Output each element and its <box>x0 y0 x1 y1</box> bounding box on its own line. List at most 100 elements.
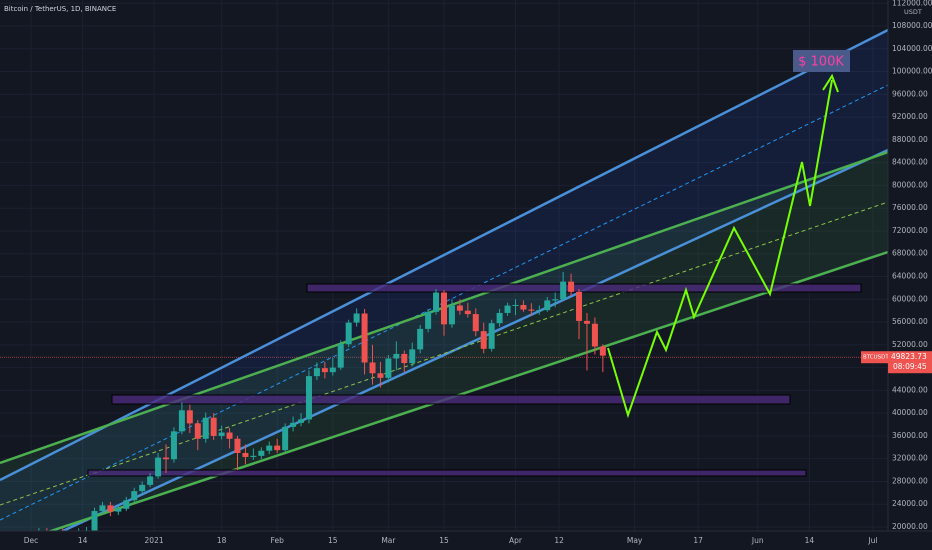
candle-body <box>361 313 368 363</box>
candle-body <box>194 423 201 439</box>
zone-rect <box>306 283 862 293</box>
x-tick-label: 17 <box>693 536 703 545</box>
projection: $ 100K <box>607 50 850 419</box>
annotation-box <box>793 50 850 72</box>
candle-body <box>99 505 106 512</box>
candle-body <box>305 376 312 420</box>
candle-body <box>290 422 297 427</box>
candle-body <box>520 304 527 310</box>
candle-body <box>242 452 249 457</box>
candle-body <box>210 417 217 436</box>
price-label: 49823.73 <box>891 352 927 361</box>
zone-rect <box>87 469 807 477</box>
candle-body <box>274 445 281 451</box>
x-tick-label: Jul <box>867 536 877 545</box>
candle-body <box>393 353 400 359</box>
y-tick-label: 28000.00 <box>892 476 928 485</box>
y-tick-label: 84000.00 <box>892 158 928 167</box>
candle-body <box>536 310 543 312</box>
x-tick-label: Apr <box>509 536 523 545</box>
x-tick-label: 18 <box>217 536 227 545</box>
candle-body <box>512 304 519 306</box>
candle-body <box>226 432 233 439</box>
candle-body <box>218 432 225 436</box>
candle-body <box>353 313 360 323</box>
candle-body <box>298 419 305 423</box>
candle-body <box>528 309 535 311</box>
blue-channel-top <box>0 28 888 482</box>
blue-channel-fill <box>0 30 888 531</box>
symbol-tag <box>861 351 888 364</box>
candle-body <box>472 314 479 332</box>
y-tick-label: 72000.00 <box>892 226 928 235</box>
candle-body <box>329 367 336 373</box>
annotation: $ 100K <box>798 55 844 70</box>
candle-body <box>282 426 289 451</box>
candle-body <box>345 322 352 345</box>
x-tick-label: 14 <box>805 536 815 545</box>
blue-channel-bottom <box>59 148 888 531</box>
axis-labels: 20000.00 24000.00 28000.00 32000.00 36000.00… <box>24 0 932 545</box>
candle-body <box>250 455 257 457</box>
blue-channel-mid <box>0 84 888 521</box>
x-tick-label: 2021 <box>145 536 164 545</box>
y-tick-label: 64000.00 <box>892 272 928 281</box>
candle-body <box>377 373 384 378</box>
symbol-label: BTCUSDT <box>863 355 889 361</box>
candle-body <box>186 410 193 424</box>
y-unit: USDT <box>904 8 922 16</box>
candle-layer <box>30 271 606 531</box>
y-tick-label: 32000.00 <box>892 454 928 463</box>
green-channel-mid <box>0 201 888 506</box>
y-tick-label: 92000.00 <box>892 112 928 121</box>
x-tick-label: 14 <box>78 536 88 545</box>
candle-body <box>456 305 463 311</box>
y-tick-label: 100000.00 <box>892 67 932 76</box>
price-axis <box>888 0 932 550</box>
x-tick-label: Dec <box>24 536 39 545</box>
candle-body <box>91 511 98 531</box>
candle-body <box>591 323 598 347</box>
countdown-label: 08:09:45 <box>893 362 927 371</box>
candle-body <box>170 431 177 460</box>
y-tick-label: 20000.00 <box>892 522 928 531</box>
candle-body <box>369 362 376 374</box>
candle-body <box>464 310 471 315</box>
y-tick-label: 80000.00 <box>892 180 928 189</box>
candle-body <box>123 500 130 509</box>
y-tick-label: 36000.00 <box>892 431 928 440</box>
candle-body <box>258 450 265 456</box>
candle-body <box>504 305 511 313</box>
candle-body <box>401 353 408 364</box>
price-tag <box>888 351 932 374</box>
x-tick-label: Jun <box>751 536 764 545</box>
x-tick-label: 12 <box>554 536 564 545</box>
candle-body <box>266 445 273 451</box>
y-tick-label: 40000.00 <box>892 408 928 417</box>
y-tick-label: 56000.00 <box>892 317 928 326</box>
candle-body <box>107 505 114 512</box>
candle-body <box>115 508 122 512</box>
candle-body <box>433 292 440 312</box>
candle-body <box>313 368 320 377</box>
x-tick-label: Feb <box>271 536 285 545</box>
candle-body <box>552 299 559 301</box>
projection-path <box>607 79 833 419</box>
y-tick-label: 24000.00 <box>892 499 928 508</box>
candle-body <box>544 300 551 311</box>
candle-body <box>560 281 567 300</box>
candle-body <box>568 281 575 292</box>
candle-body <box>337 344 344 368</box>
arrow-head <box>822 73 839 93</box>
candle-body <box>202 417 209 439</box>
candle-body <box>163 457 170 460</box>
y-tick-label: 112000.00 <box>892 0 932 7</box>
candle-body <box>385 358 392 378</box>
x-tick-label: 15 <box>328 536 338 545</box>
candle-body <box>139 484 146 492</box>
candle-body <box>155 457 162 477</box>
x-tick-label: May <box>627 536 643 545</box>
candle-body <box>409 349 416 364</box>
candle-body <box>576 291 583 321</box>
